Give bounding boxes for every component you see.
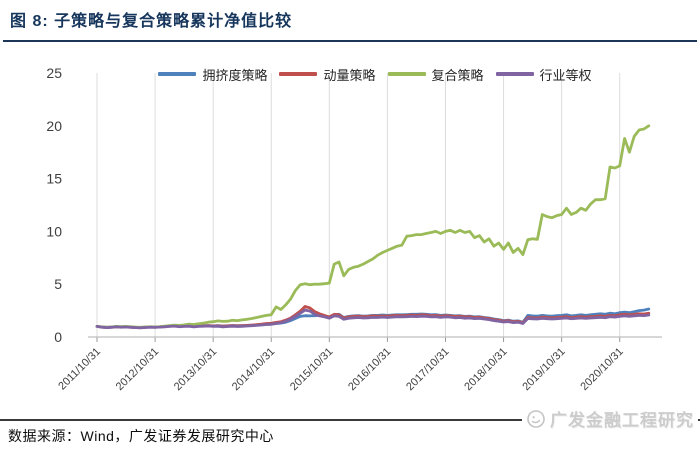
y-tick-label: 15 [46,171,62,187]
watermark: 广发金融工程研究 [522,406,698,431]
x-tick-label: 2017/10/31 [404,346,451,393]
x-tick-label: 2018/10/31 [462,346,509,393]
figure-title: 图 8: 子策略与复合策略累计净值比较 [10,13,293,30]
data-source-text: 数据来源：Wind，广发证券发展研究中心 [8,428,274,444]
series-line-composite [95,124,651,329]
chart-legend: 拥挤度策略 动量策略 复合策略 行业等权 [90,65,660,83]
x-tick-label: 2015/10/31 [288,346,335,393]
x-tick-label: 2019/10/31 [520,346,567,393]
legend-item-momentum: 动量策略 [279,65,376,84]
x-tick-label: 2020/10/31 [578,346,625,393]
y-tick-label: 25 [46,65,62,81]
x-tick-label: 2016/10/31 [346,346,393,393]
chart-svg: 0 5 10 15 20 25 2011/10/31 2012/10/31 2013/10/31… [46,65,662,393]
legend-swatch-composite [387,72,426,76]
legend-swatch-crowding [158,72,197,76]
title-divider [3,40,697,42]
legend-swatch-momentum [279,72,318,76]
y-tick-label: 10 [46,223,62,239]
y-tick-label: 0 [54,329,62,345]
x-tick-label: 2011/10/31 [56,346,103,393]
watermark-text: 广发金融工程研究 [550,411,694,430]
series-line-equal-weight [95,308,651,330]
legend-swatch-equal-weight [495,72,534,76]
chart-area: 0 5 10 15 20 25 2011/10/31 2012/10/31 2013/10/31… [0,46,700,406]
x-tick-label: 2013/10/31 [172,346,219,393]
legend-label-equal-weight: 行业等权 [539,67,592,83]
legend-label-crowding: 拥挤度策略 [202,67,268,83]
footer-divider [0,419,700,421]
gf-logo-icon [527,409,545,428]
legend-label-momentum: 动量策略 [323,67,376,83]
y-tick-label: 20 [46,118,62,134]
legend-item-equal-weight: 行业等权 [495,65,592,84]
legend-item-crowding: 拥挤度策略 [158,65,267,84]
legend-label-composite: 复合策略 [431,67,484,83]
legend-item-composite: 复合策略 [387,65,484,84]
x-tick-label: 2012/10/31 [114,346,161,393]
x-tick-label: 2014/10/31 [230,346,277,393]
y-tick-label: 5 [54,276,62,292]
